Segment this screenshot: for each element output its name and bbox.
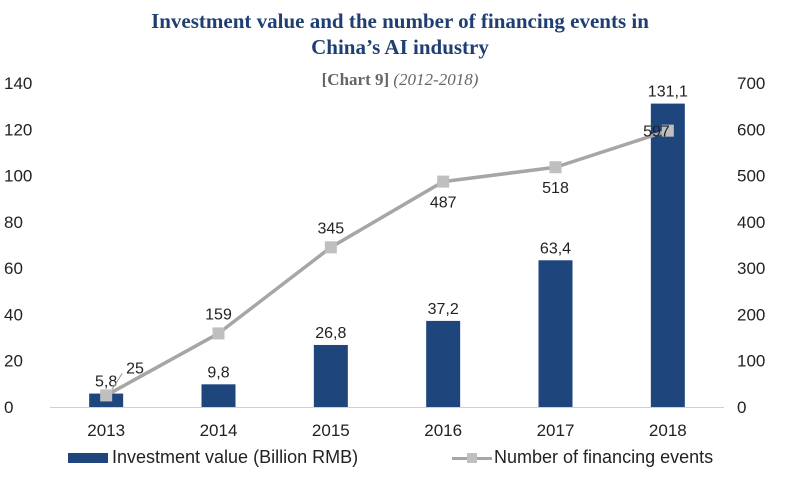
line-marker: [100, 389, 113, 402]
y-left-tick-label: 80: [4, 213, 23, 232]
y-left-tick-label: 60: [4, 259, 23, 278]
legend-item-investment: Investment value (Billion RMB): [68, 447, 358, 468]
line-data-label: 25: [126, 360, 144, 377]
y-left-tick-label: 140: [4, 74, 32, 93]
y-left-tick-label: 100: [4, 167, 32, 186]
y-right-tick-label: 700: [737, 74, 765, 93]
x-tick-label: 2015: [312, 421, 350, 440]
data-label-leader-line: [111, 373, 123, 390]
legend-line-label: Number of financing events: [494, 447, 714, 467]
x-tick-label: 2017: [537, 421, 575, 440]
bar-investment: [650, 103, 685, 408]
y-right-tick-label: 100: [737, 352, 765, 371]
line-financing-events: [105, 129, 669, 397]
y-left-tick-label: 20: [4, 352, 23, 371]
y-left-tick-label: 40: [4, 305, 23, 324]
x-tick-label: 2016: [424, 421, 462, 440]
line-data-label: 518: [542, 180, 569, 197]
legend-bar-label: Investment value (Billion RMB): [112, 447, 359, 467]
x-tick-label: 2014: [200, 421, 238, 440]
x-tick-label: 2013: [87, 421, 125, 440]
y-right-tick-label: 500: [737, 167, 765, 186]
line-marker: [324, 241, 337, 254]
chart-title-line-1: Investment value and the number of finan…: [151, 9, 649, 33]
y-right-tick-label: 600: [737, 120, 765, 139]
bar-investment: [201, 384, 236, 407]
line-marker: [437, 175, 450, 188]
subtitle-years: (2012-2018): [393, 70, 479, 89]
legend-bar-swatch: [68, 452, 108, 463]
line-data-label: 345: [317, 220, 344, 237]
bar-data-label: 131,1: [648, 84, 688, 101]
line-data-label: 487: [430, 195, 457, 212]
y-right-tick-label: 200: [737, 305, 765, 324]
chart-legend: Investment value (Billion RMB) Number of…: [0, 447, 800, 473]
combo-chart: 0 20 40 60 80 100 120 140 0 100 200 300 400 500 600 700…: [4, 74, 765, 440]
bar-data-label: 37,2: [428, 301, 459, 318]
chart-subtitle: [Chart 9] (2012-2018): [0, 70, 800, 90]
line-data-label: 597: [643, 124, 670, 141]
bar-investment: [313, 344, 348, 407]
legend-item-financing-events: Number of financing events: [452, 447, 713, 468]
x-tick-label: 2018: [649, 421, 687, 440]
legend-line-swatch: [452, 451, 492, 465]
y-right-tick-label: 400: [737, 213, 765, 232]
y-right-tick-label: 0: [737, 398, 746, 417]
line-marker: [661, 124, 674, 137]
line-marker: [212, 327, 225, 340]
chart-title-line-2: China’s AI industry: [311, 35, 489, 59]
line-data-label: 159: [205, 306, 232, 323]
y-left-tick-label: 0: [4, 398, 13, 417]
chart-title: Investment value and the number of finan…: [0, 8, 800, 60]
line-marker: [549, 161, 562, 174]
subtitle-chart-number: [Chart 9]: [321, 70, 390, 89]
bar-data-label: 63,4: [540, 240, 571, 257]
bar-data-label: 9,8: [207, 364, 229, 381]
bar-investment: [426, 320, 461, 407]
bar-data-label: 5,8: [95, 374, 117, 391]
y-left-tick-label: 120: [4, 120, 32, 139]
bar-investment: [538, 260, 573, 407]
y-right-tick-label: 300: [737, 259, 765, 278]
bar-data-label: 26,8: [315, 325, 346, 342]
